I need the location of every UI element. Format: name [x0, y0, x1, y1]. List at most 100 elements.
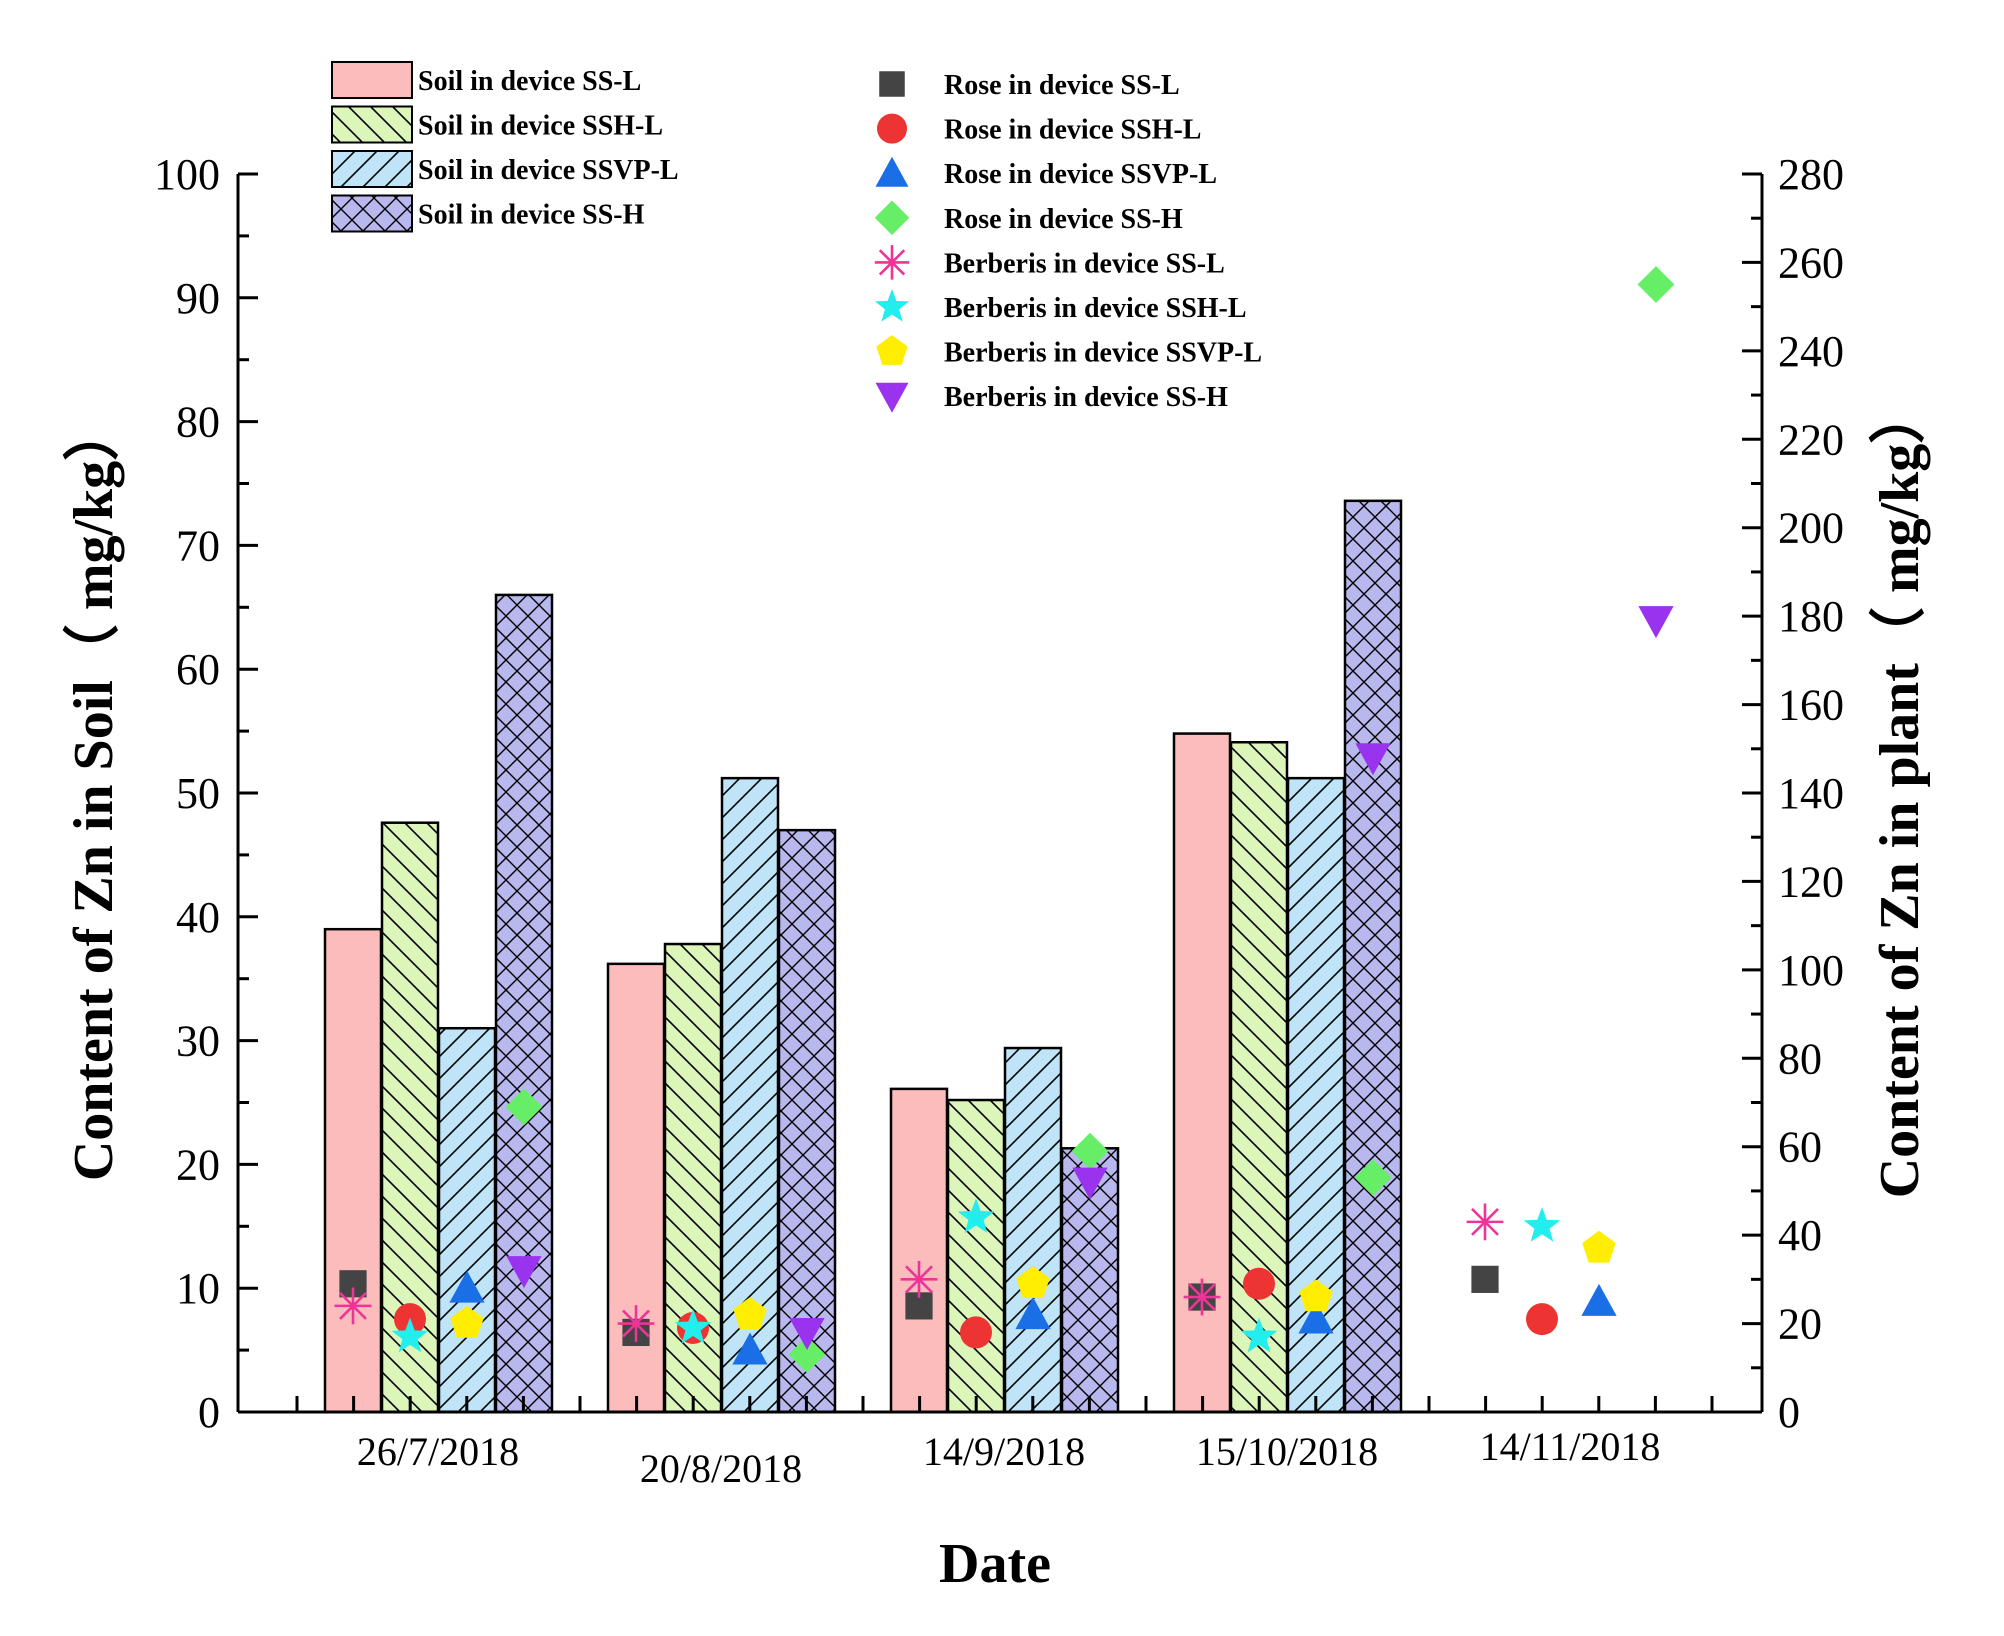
marker-berberis-in-device-ss-l-3	[1183, 1278, 1221, 1316]
bar-soil-in-device-ssh-l-2	[946, 1098, 1006, 1414]
y-right-tick-label: 100	[1778, 946, 1844, 995]
marker-rose-in-device-ssvp-l-2	[1015, 1297, 1051, 1330]
bar-soil-in-device-ssvp-l-0	[437, 1026, 497, 1414]
marker-rose-in-device-ssh-l-2	[960, 1316, 992, 1349]
legend-marker-icon	[874, 289, 910, 322]
legend-marker-icon	[876, 335, 908, 365]
legend-item-soil-in-device-ss-l: Soil in device SS-L	[331, 61, 641, 99]
y-right-tick-label: 0	[1778, 1388, 1800, 1437]
marker-berberis-in-device-ss-h-4	[1638, 606, 1674, 639]
legend-marker-icon	[879, 71, 905, 97]
y-left-tick-label: 70	[176, 521, 220, 570]
y-right-tick-label: 80	[1778, 1034, 1822, 1083]
bar-soil-in-device-ss-l-0	[323, 927, 383, 1414]
legend-marker-icon	[875, 382, 909, 413]
marker-berberis-in-device-ssh-l-4	[1523, 1207, 1561, 1242]
markers	[334, 266, 1675, 1373]
marker-berberis-in-device-ss-h-0	[506, 1256, 542, 1289]
marker-rose-in-device-ss-h-1	[788, 1336, 826, 1373]
marker-berberis-in-device-ss-l-2	[900, 1260, 938, 1298]
x-axis-title: Date	[939, 1533, 1051, 1595]
legend-item-soil-in-device-ssvp-l: Soil in device SSVP-L	[331, 150, 679, 188]
marker-rose-in-device-ss-l-4	[1471, 1265, 1499, 1293]
y-right-tick-label: 180	[1778, 592, 1844, 641]
legend-item-berberis-in-device-ss-l: Berberis in device SS-L	[874, 245, 1225, 280]
x-tick-label: 26/7/2018	[357, 1429, 519, 1474]
x-tick-label: 15/10/2018	[1196, 1429, 1378, 1474]
marker-rose-in-device-ssvp-l-1	[732, 1332, 768, 1365]
y-left-tick-label: 10	[176, 1264, 220, 1313]
x-tick-label: 14/9/2018	[923, 1429, 1085, 1474]
marker-rose-in-device-ssvp-l-3	[1298, 1301, 1334, 1334]
legend-item-rose-in-device-ssh-l: Rose in device SSH-L	[877, 113, 1201, 146]
legend-item-soil-in-device-ssh-l: Soil in device SSH-L	[331, 105, 663, 144]
y-right-tick-label: 140	[1778, 769, 1844, 818]
marker-berberis-in-device-ssvp-l-2	[1016, 1266, 1050, 1298]
legend-label: Berberis in device SSH-L	[944, 293, 1247, 324]
marker-berberis-in-device-ssvp-l-3	[1299, 1279, 1333, 1312]
legend-label: Soil in device SSH-L	[418, 111, 663, 142]
legend-label: Rose in device SSH-L	[944, 115, 1201, 146]
legend-label: Soil in device SS-L	[418, 66, 641, 97]
bar-soil-in-device-ss-h-1	[777, 828, 837, 1414]
y-right-tick-label: 240	[1778, 327, 1844, 376]
marker-rose-in-device-ss-h-3	[1354, 1159, 1392, 1197]
y-right-tick-label: 20	[1778, 1300, 1822, 1349]
legend: Soil in device SS-L Soil in device SSH-L S…	[331, 61, 1262, 413]
legend-marker-icon	[874, 200, 910, 236]
y-right-tick-label: 120	[1778, 857, 1844, 906]
y-axis-left-title: Content of Zn in Soil（ mg/kg）	[62, 405, 125, 1181]
marker-rose-in-device-ssvp-l-4	[1581, 1283, 1617, 1316]
y-left-tick-label: 30	[176, 1017, 220, 1066]
y-right-tick-label: 160	[1778, 681, 1844, 730]
x-tick-label: 14/11/2018	[1480, 1424, 1661, 1469]
y-right-tick-label: 200	[1778, 504, 1844, 553]
bar-soil-in-device-ssh-l-3	[1229, 740, 1289, 1414]
marker-berberis-in-device-ss-h-1	[789, 1318, 825, 1351]
legend-label: Rose in device SSVP-L	[944, 159, 1217, 190]
y-axis-right-title: Content of Zn in plant（ mg/kg）	[1868, 388, 1931, 1199]
y-left-tick-label: 50	[176, 769, 220, 818]
y-left-tick-label: 100	[154, 150, 220, 199]
marker-berberis-in-device-ss-h-3	[1355, 743, 1391, 776]
y-right-tick-label: 60	[1778, 1123, 1822, 1172]
marker-berberis-in-device-ssh-l-3	[1240, 1317, 1278, 1353]
marker-berberis-in-device-ssvp-l-1	[733, 1297, 767, 1329]
bar-soil-in-device-ssvp-l-2	[1003, 1046, 1063, 1414]
legend-item-berberis-in-device-ssh-l: Berberis in device SSH-L	[874, 289, 1247, 324]
y-right-tick-label: 40	[1778, 1211, 1822, 1260]
bar-soil-in-device-ss-l-2	[889, 1087, 949, 1414]
y-right-tick-label: 220	[1778, 415, 1844, 464]
y-left-tick-label: 60	[176, 645, 220, 694]
y-left-tick-label: 80	[176, 398, 220, 447]
y-left-tick-label: 20	[176, 1140, 220, 1189]
y-right-tick-label: 260	[1778, 238, 1844, 287]
legend-item-rose-in-device-ss-h: Rose in device SS-H	[874, 200, 1183, 236]
bar-soil-in-device-ss-h-0	[494, 593, 554, 1414]
marker-berberis-in-device-ss-l-4	[1466, 1203, 1504, 1241]
marker-rose-in-device-ssh-l-4	[1526, 1303, 1558, 1336]
marker-berberis-in-device-ssh-l-2	[957, 1198, 995, 1233]
legend-label: Rose in device SS-H	[944, 204, 1183, 235]
x-tick-label: 20/8/2018	[640, 1446, 802, 1491]
marker-rose-in-device-ssh-l-3	[1243, 1267, 1275, 1300]
marker-rose-in-device-ss-h-0	[505, 1088, 543, 1126]
marker-rose-in-device-ss-h-2	[1071, 1132, 1109, 1170]
legend-label: Rose in device SS-L	[944, 70, 1180, 101]
y-left-tick-label: 0	[198, 1388, 220, 1437]
axis-ticks: 0 10 20 30 40 50 60 70 80 90 100 0 20 40 60 80 100 120 140…	[154, 150, 1844, 1491]
legend-item-rose-in-device-ssvp-l: Rose in device SSVP-L	[875, 156, 1217, 190]
legend-label: Soil in device SSVP-L	[418, 155, 679, 186]
marker-berberis-in-device-ssh-l-1	[674, 1308, 712, 1344]
marker-rose-in-device-ss-h-4	[1637, 266, 1675, 303]
legend-item-rose-in-device-ss-l: Rose in device SS-L	[879, 70, 1180, 101]
marker-berberis-in-device-ss-l-1	[617, 1305, 655, 1342]
y-left-tick-label: 90	[176, 274, 220, 323]
legend-label: Berberis in device SSVP-L	[944, 338, 1262, 369]
legend-marker-icon	[877, 113, 907, 144]
marker-berberis-in-device-ss-h-2	[1072, 1167, 1108, 1200]
marker-rose-in-device-ssvp-l-0	[449, 1270, 485, 1303]
legend-marker-icon	[875, 156, 909, 187]
y-right-tick-label: 280	[1778, 150, 1844, 199]
